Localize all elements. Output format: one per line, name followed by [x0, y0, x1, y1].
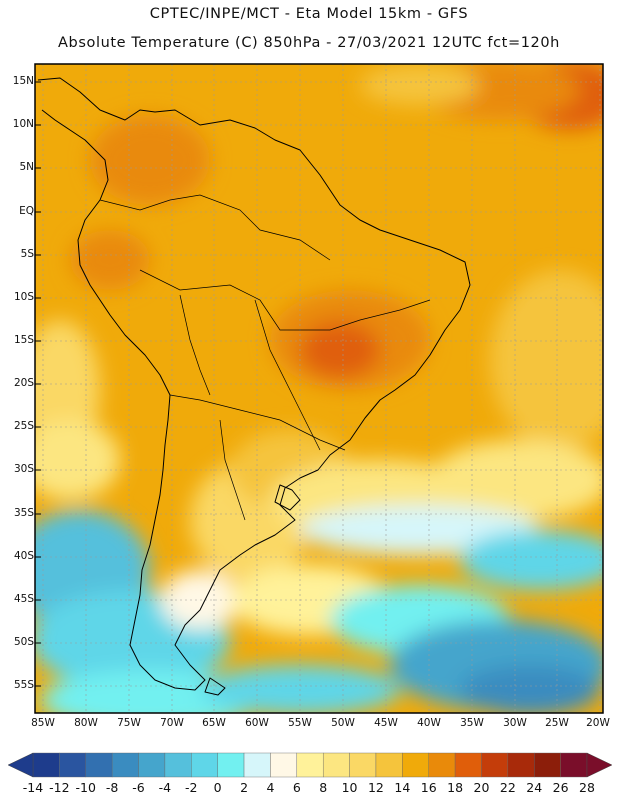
colorbar-cell: [217, 752, 245, 778]
colorbar-label: 22: [499, 780, 516, 795]
colorbar-cell: [138, 752, 166, 778]
lon-label: 30W: [503, 717, 527, 729]
temperature-field: [35, 64, 603, 713]
colorbar-cell: [296, 752, 324, 778]
lon-label: 55W: [288, 717, 312, 729]
lat-label: 5N: [19, 161, 34, 173]
lon-label: 70W: [160, 717, 184, 729]
colorbar-cell: [428, 752, 456, 778]
colorbar-cell: [59, 752, 86, 778]
lon-label: 50W: [331, 717, 355, 729]
lat-label: 55S: [13, 679, 34, 691]
lat-label: 50S: [13, 636, 34, 648]
colorbar-cell: [32, 752, 60, 778]
colorbar-cell: [164, 752, 192, 778]
colorbar-label: -2: [185, 780, 198, 795]
colorbar-cell: [322, 752, 350, 778]
lon-label: 25W: [545, 717, 569, 729]
lat-label: 25S: [13, 420, 34, 432]
colorbar-label: -4: [158, 780, 172, 795]
colorbar-cell: [243, 752, 271, 778]
colorbar-low-arrow: [7, 752, 34, 778]
colorbar-cell: [270, 752, 298, 778]
colorbar-label: -14: [22, 780, 44, 795]
colorbar-cell: [191, 752, 218, 778]
lon-label: 20W: [586, 717, 610, 729]
colorbar-cell: [534, 752, 561, 778]
colorbar-cell: [560, 752, 588, 778]
lon-label: 85W: [31, 717, 55, 729]
colorbar-label: 14: [394, 780, 411, 795]
map-frame: [34, 63, 604, 714]
colorbar-label: -6: [132, 780, 145, 795]
lon-label: 40W: [417, 717, 441, 729]
colorbar-label: 0: [213, 780, 222, 795]
colorbar-label: 4: [266, 780, 275, 795]
lon-label: 75W: [117, 717, 141, 729]
colorbar-cell: [454, 752, 482, 778]
lat-label: 40S: [13, 550, 34, 562]
lat-label: 15S: [13, 334, 34, 346]
colorbar-label: 6: [292, 780, 301, 795]
lon-label: 60W: [245, 717, 269, 729]
lat-label: 30S: [13, 463, 34, 475]
lat-label: 45S: [13, 593, 34, 605]
lon-label: 80W: [74, 717, 98, 729]
lat-label: 15N: [12, 75, 34, 87]
colorbar-label: 2: [240, 780, 249, 795]
colorbar-cell: [402, 752, 429, 778]
map-graticule: [35, 64, 603, 713]
colorbar-cell: [481, 752, 509, 778]
lon-label: 65W: [202, 717, 226, 729]
map-title-line-1: CPTEC/INPE/MCT - Eta Model 15km - GFS: [149, 6, 469, 22]
colorbar-label: 28: [579, 780, 595, 795]
lat-label: 20S: [13, 377, 34, 389]
lat-label: 10S: [13, 291, 34, 303]
colorbar-label: -12: [49, 780, 70, 795]
colorbar: [7, 752, 613, 778]
lat-label: 35S: [13, 507, 34, 519]
colorbar-cell: [375, 752, 403, 778]
lat-label: EQ: [19, 205, 34, 217]
colorbar-label: 18: [447, 780, 464, 795]
lat-label: 5S: [20, 248, 34, 260]
map-title-line-2: Absolute Temperature (C) 850hPa - 27/03/…: [58, 35, 560, 51]
colorbar-label: 20: [473, 780, 490, 795]
lon-label: 35W: [460, 717, 484, 729]
colorbar-high-arrow: [586, 752, 613, 778]
lon-label: 45W: [374, 717, 398, 729]
colorbar-label: 24: [526, 780, 543, 795]
colorbar-cell: [85, 752, 113, 778]
colorbar-cell: [507, 752, 535, 778]
colorbar-label: 12: [367, 780, 384, 795]
colorbar-label: 26: [552, 780, 569, 795]
colorbar-label: -10: [75, 780, 96, 795]
coastlines: [37, 77, 471, 696]
colorbar-cell: [349, 752, 377, 778]
country-borders: [99, 194, 431, 521]
colorbar-label: -8: [105, 780, 119, 795]
colorbar-label: 8: [319, 780, 328, 795]
colorbar-label: 16: [420, 780, 437, 795]
colorbar-label: 10: [341, 780, 358, 795]
colorbar-cell: [111, 752, 139, 778]
lat-label: 10N: [12, 118, 34, 130]
